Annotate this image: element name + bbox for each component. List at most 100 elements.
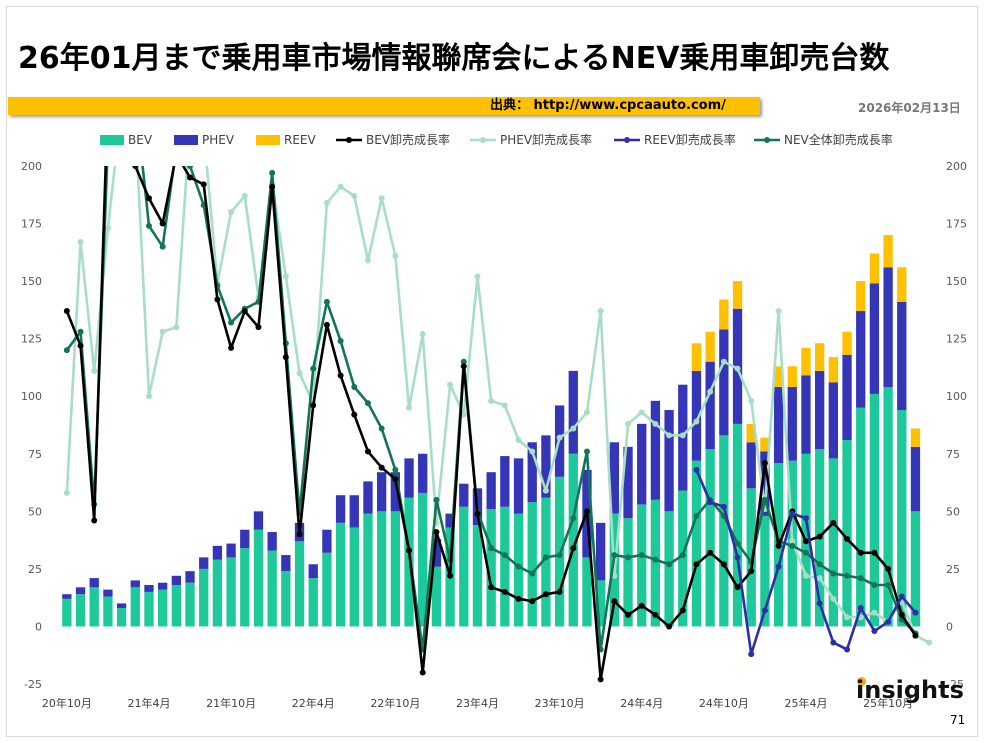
line-reev-growth-point xyxy=(898,593,905,600)
line-nev-growth-point xyxy=(488,545,495,552)
line-phev-growth-point xyxy=(392,252,399,259)
line-bev-growth-point xyxy=(337,372,344,379)
bar-bev xyxy=(842,439,852,627)
bar-bev xyxy=(240,548,250,627)
line-bev-growth-point xyxy=(912,632,919,639)
bar-reev xyxy=(760,437,770,452)
bar-bev xyxy=(335,522,346,627)
y-tick-right: 200 xyxy=(946,160,967,173)
line-phev-growth-point xyxy=(91,367,98,374)
line-reev-growth-point xyxy=(802,515,809,522)
bar-bev xyxy=(596,580,606,627)
line-phev-growth-point xyxy=(145,393,152,400)
line-bev-growth-point xyxy=(419,669,426,676)
bar-bev xyxy=(691,460,702,627)
bar-reev xyxy=(910,428,921,447)
line-bev-growth-point xyxy=(844,535,851,542)
line-bev-growth-point xyxy=(748,568,755,575)
line-bev-growth-point xyxy=(323,321,330,328)
bar-bev xyxy=(541,497,551,627)
bar-bev xyxy=(62,598,72,627)
bar-phev xyxy=(130,580,140,588)
line-phev-growth-point xyxy=(173,324,180,331)
line-nev-growth-point xyxy=(323,298,330,305)
bar-bev xyxy=(568,453,578,627)
line-nev-growth-point xyxy=(269,169,276,176)
bar-bev xyxy=(116,608,127,627)
bar-reev xyxy=(732,281,743,309)
line-phev-growth-point xyxy=(501,402,508,409)
bar-phev xyxy=(869,283,880,394)
x-tick-label: 20年10月 xyxy=(42,696,92,710)
line-bev-growth-point xyxy=(105,94,111,100)
insights-logo: insights xyxy=(856,676,964,704)
line-phev-growth-point xyxy=(556,434,563,441)
bar-phev xyxy=(89,578,99,588)
bar-bev xyxy=(253,529,264,627)
line-bev-growth-point xyxy=(132,166,139,169)
line-nev-growth-point xyxy=(844,572,851,579)
line-nev-growth-point xyxy=(871,582,878,589)
bar-phev xyxy=(431,538,442,567)
line-nev-growth-point xyxy=(187,166,194,169)
line-nev-growth-point xyxy=(228,319,235,326)
bar-bev xyxy=(267,550,277,627)
bar-phev xyxy=(500,456,510,507)
line-nev-growth-point xyxy=(63,347,70,354)
bar-phev xyxy=(828,382,838,459)
line-bev-growth-point xyxy=(214,296,221,303)
line-reev-growth-point xyxy=(844,646,851,653)
y-tick-right: -25 xyxy=(946,678,964,691)
line-bev-growth-point xyxy=(515,595,522,602)
bar-bev xyxy=(130,587,140,627)
line-bev-growth-point xyxy=(63,308,70,315)
bar-bev xyxy=(171,585,181,627)
bar-phev xyxy=(171,575,181,586)
line-reev-growth-point xyxy=(871,628,878,635)
bar-phev xyxy=(404,458,414,498)
bar-bev xyxy=(705,449,715,627)
line-nev-growth-point xyxy=(830,570,837,577)
x-tick-label: 25年4月 xyxy=(784,696,827,710)
line-bev-growth-point xyxy=(556,588,563,595)
bar-bev xyxy=(678,490,688,627)
line-phev-growth-point xyxy=(871,609,878,616)
bar-reev xyxy=(815,343,825,371)
bar-reev xyxy=(773,366,784,388)
bar-phev xyxy=(664,410,674,512)
y-tick-left: 100 xyxy=(21,390,42,403)
bar-phev xyxy=(377,472,387,512)
bar-phev xyxy=(335,495,346,523)
legend-label: BEV xyxy=(128,133,153,147)
bar-reev xyxy=(856,281,866,312)
line-bev-growth-point xyxy=(529,598,536,605)
y-tick-right: 25 xyxy=(946,563,960,576)
bar-reev xyxy=(719,299,729,330)
line-phev-growth-point xyxy=(570,425,577,432)
line-phev-growth-point xyxy=(323,199,330,206)
bar-phev xyxy=(705,361,715,450)
bar-bev xyxy=(527,502,537,627)
line-phev-growth-point xyxy=(337,183,344,190)
line-bev-growth-point xyxy=(282,354,289,361)
bar-bev xyxy=(486,509,496,627)
line-phev-growth-point xyxy=(693,418,700,425)
y-axis-right: -25 0 25 50 75 100 125 150 175 200 xyxy=(946,160,967,691)
bar-bev xyxy=(856,407,866,627)
legend-label: PHEV卸売成長率 xyxy=(500,132,592,147)
bar-phev xyxy=(116,603,127,609)
line-bev-growth-point xyxy=(707,549,714,556)
line-bev-growth-point xyxy=(802,538,809,545)
line-phev-growth-point xyxy=(789,538,796,545)
line-nev-growth-point xyxy=(542,554,549,561)
legend-swatch xyxy=(100,135,124,145)
bar-phev xyxy=(267,532,277,551)
line-reev-growth-point xyxy=(748,651,755,658)
line-bev-growth-point xyxy=(474,510,481,517)
line-nev-growth-point xyxy=(857,575,864,582)
legend-label: PHEV xyxy=(202,133,235,147)
bar-bev xyxy=(185,582,195,627)
bar-bev xyxy=(732,423,743,627)
line-nev-growth-point xyxy=(789,542,796,549)
line-nev-growth-point xyxy=(364,400,371,407)
